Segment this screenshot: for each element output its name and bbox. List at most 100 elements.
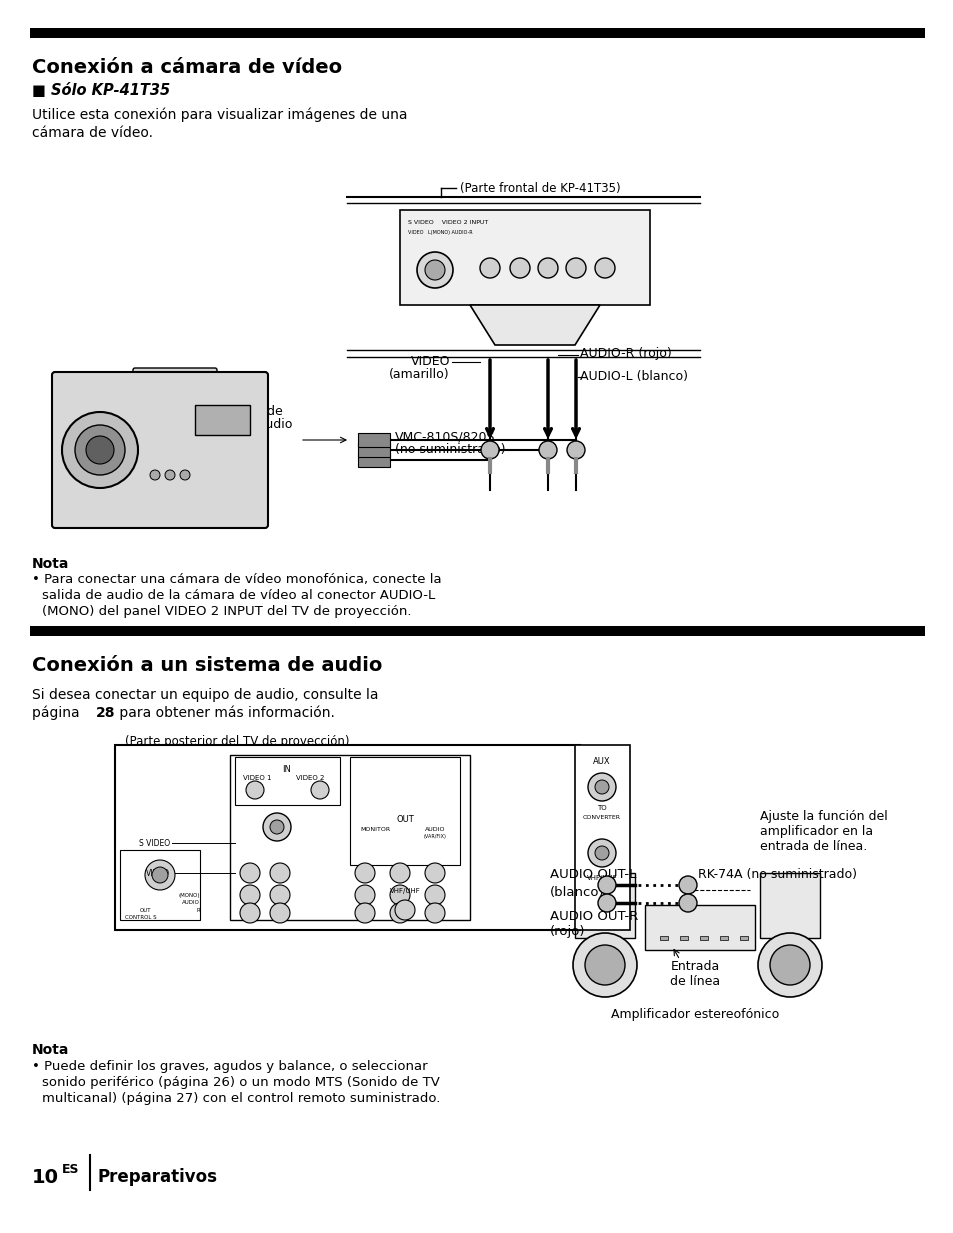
Text: S VIDEO: S VIDEO bbox=[139, 838, 170, 847]
Circle shape bbox=[240, 885, 260, 905]
Polygon shape bbox=[470, 305, 599, 345]
Text: Nota: Nota bbox=[32, 557, 70, 571]
Circle shape bbox=[595, 780, 608, 794]
Text: VHF/UHF: VHF/UHF bbox=[586, 875, 617, 882]
Text: ■ Sólo KP-41T35: ■ Sólo KP-41T35 bbox=[32, 83, 170, 97]
Circle shape bbox=[587, 773, 616, 801]
Circle shape bbox=[595, 846, 608, 859]
Bar bbox=[399, 210, 649, 305]
Text: VMC-810S/820S: VMC-810S/820S bbox=[395, 430, 495, 443]
Bar bbox=[230, 755, 470, 920]
Circle shape bbox=[355, 885, 375, 905]
Circle shape bbox=[240, 863, 260, 883]
Circle shape bbox=[270, 903, 290, 924]
Bar bbox=[659, 936, 667, 940]
Text: 10: 10 bbox=[32, 1168, 59, 1187]
Circle shape bbox=[145, 859, 174, 890]
Text: RK-74A (no suministrado): RK-74A (no suministrado) bbox=[698, 868, 856, 882]
Text: (VAR/FIX): (VAR/FIX) bbox=[423, 834, 446, 838]
Text: sonido periférico (página 26) o un modo MTS (Sonido de TV: sonido periférico (página 26) o un modo … bbox=[42, 1076, 439, 1089]
Text: TO: TO bbox=[597, 805, 606, 811]
Bar bbox=[575, 745, 629, 930]
Circle shape bbox=[758, 933, 821, 997]
Text: Si desea conectar un equipo de audio, consulte la: Si desea conectar un equipo de audio, co… bbox=[32, 688, 378, 702]
Circle shape bbox=[86, 436, 113, 464]
Text: Amplificador estereofónico: Amplificador estereofónico bbox=[610, 1009, 779, 1021]
Text: (MONO) del panel VIDEO 2 INPUT del TV de proyección.: (MONO) del panel VIDEO 2 INPUT del TV de… bbox=[42, 605, 411, 618]
Circle shape bbox=[270, 820, 284, 834]
Circle shape bbox=[270, 885, 290, 905]
Text: (rojo): (rojo) bbox=[550, 925, 585, 938]
Circle shape bbox=[510, 258, 530, 277]
Text: VIDEO 1: VIDEO 1 bbox=[242, 776, 271, 780]
Text: cámara de vídeo.: cámara de vídeo. bbox=[32, 126, 152, 141]
Text: multicanal) (página 27) con el control remoto suministrado.: multicanal) (página 27) con el control r… bbox=[42, 1092, 440, 1105]
Bar bbox=[357, 443, 390, 457]
Circle shape bbox=[584, 944, 624, 985]
Text: VIDEO   L(MONO) AUDIO-R: VIDEO L(MONO) AUDIO-R bbox=[408, 231, 472, 236]
Circle shape bbox=[679, 875, 697, 894]
Circle shape bbox=[565, 258, 585, 277]
Circle shape bbox=[573, 933, 637, 997]
Bar bbox=[700, 936, 707, 940]
Text: VHF/UHF: VHF/UHF bbox=[389, 888, 420, 894]
Circle shape bbox=[587, 838, 616, 867]
Circle shape bbox=[479, 258, 499, 277]
Circle shape bbox=[390, 863, 410, 883]
Bar bbox=[350, 757, 459, 866]
Circle shape bbox=[240, 903, 260, 924]
Circle shape bbox=[270, 863, 290, 883]
Circle shape bbox=[424, 903, 444, 924]
Bar bbox=[30, 28, 924, 38]
Text: CONVERTER: CONVERTER bbox=[582, 815, 620, 820]
Text: Preparativos: Preparativos bbox=[98, 1168, 218, 1186]
Text: Utilice esta conexión para visualizar imágenes de una: Utilice esta conexión para visualizar im… bbox=[32, 109, 407, 122]
Text: VIDEO: VIDEO bbox=[410, 355, 450, 367]
Text: AUDIO-L (blanco): AUDIO-L (blanco) bbox=[579, 370, 687, 383]
Text: VIDEO: VIDEO bbox=[146, 868, 170, 878]
Circle shape bbox=[679, 894, 697, 912]
Circle shape bbox=[263, 813, 291, 841]
Bar bbox=[234, 757, 339, 805]
FancyBboxPatch shape bbox=[52, 372, 268, 528]
Bar bbox=[760, 873, 820, 938]
Circle shape bbox=[537, 258, 558, 277]
Text: amplificador en la: amplificador en la bbox=[760, 825, 872, 838]
Text: IN: IN bbox=[282, 764, 291, 774]
Text: Salidas de: Salidas de bbox=[217, 404, 282, 418]
Bar bbox=[720, 936, 727, 940]
Text: (amarillo): (amarillo) bbox=[389, 367, 450, 381]
Circle shape bbox=[180, 470, 190, 480]
Circle shape bbox=[595, 258, 615, 277]
Text: AUDIO: AUDIO bbox=[182, 900, 200, 905]
Text: S VIDEO    VIDEO 2 INPUT: S VIDEO VIDEO 2 INPUT bbox=[408, 219, 488, 224]
Bar bbox=[740, 936, 747, 940]
Circle shape bbox=[424, 885, 444, 905]
Text: página: página bbox=[32, 707, 84, 720]
Bar bbox=[194, 404, 250, 435]
Circle shape bbox=[395, 900, 415, 920]
Text: • Puede definir los graves, agudos y balance, o seleccionar: • Puede definir los graves, agudos y bal… bbox=[32, 1060, 427, 1073]
Text: (Parte posterior del TV de proyección): (Parte posterior del TV de proyección) bbox=[125, 735, 349, 748]
Text: R: R bbox=[196, 909, 200, 914]
Bar bbox=[644, 905, 754, 949]
Circle shape bbox=[355, 863, 375, 883]
Text: AUDIO: AUDIO bbox=[424, 827, 445, 832]
Bar bbox=[115, 745, 579, 930]
Circle shape bbox=[598, 875, 616, 894]
Circle shape bbox=[311, 780, 329, 799]
Circle shape bbox=[390, 885, 410, 905]
Text: (blanco): (blanco) bbox=[550, 887, 604, 899]
Circle shape bbox=[566, 441, 584, 459]
Text: VIDEO 2: VIDEO 2 bbox=[295, 776, 324, 780]
FancyBboxPatch shape bbox=[132, 367, 216, 397]
Text: entrada de línea.: entrada de línea. bbox=[760, 840, 866, 853]
Circle shape bbox=[416, 252, 453, 289]
Text: (no suministrado): (no suministrado) bbox=[395, 443, 505, 456]
Text: 28: 28 bbox=[96, 707, 115, 720]
Bar bbox=[357, 433, 390, 448]
Circle shape bbox=[246, 780, 264, 799]
Text: de línea: de línea bbox=[669, 975, 720, 988]
Text: Nota: Nota bbox=[32, 1043, 70, 1057]
Circle shape bbox=[152, 867, 168, 883]
